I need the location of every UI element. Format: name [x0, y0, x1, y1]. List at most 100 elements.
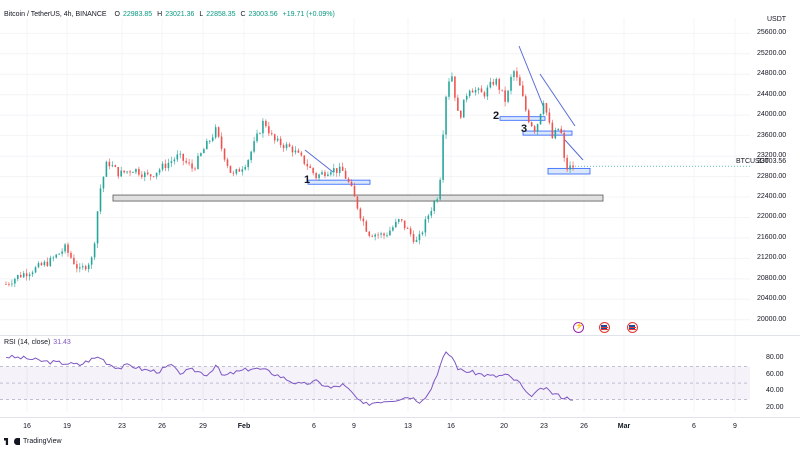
candle-body — [539, 113, 542, 125]
candle-body — [288, 144, 291, 147]
candle-body — [81, 266, 84, 268]
candle-body — [498, 79, 500, 90]
trend-line[interactable] — [304, 149, 334, 173]
candle-body — [548, 112, 551, 123]
candle-body — [356, 196, 359, 209]
annotation-label-3[interactable]: 3 — [521, 123, 528, 135]
candle-body — [164, 163, 167, 169]
candle-body — [259, 133, 261, 135]
candle-body — [173, 159, 176, 162]
pane-divider[interactable] — [0, 335, 800, 336]
candle-body — [324, 172, 326, 177]
candle-body — [545, 103, 548, 113]
candle-body — [457, 97, 459, 111]
candle-body — [188, 162, 190, 164]
candle-body — [483, 92, 486, 97]
candle-body — [279, 138, 282, 146]
price-tick-label: 22000.00 — [757, 213, 787, 221]
candle-body — [412, 234, 415, 242]
candle-body — [200, 153, 202, 156]
candle-body — [527, 110, 530, 123]
price-tick-label: 21600.00 — [757, 233, 787, 241]
candle-body — [223, 148, 226, 160]
annotation-label-1[interactable]: 1 — [304, 174, 311, 186]
price-tick-label: 24000.00 — [757, 111, 787, 119]
trend-line[interactable] — [518, 45, 545, 109]
zone-box[interactable] — [307, 179, 371, 185]
zone-box[interactable] — [522, 130, 573, 136]
candle-body — [516, 71, 518, 78]
candle-body — [341, 166, 344, 171]
candle-body — [397, 219, 400, 222]
candle-body — [276, 138, 279, 141]
candle-body — [158, 169, 161, 173]
candle-body — [28, 274, 31, 277]
zone-box[interactable] — [547, 167, 591, 175]
candle-body — [489, 81, 492, 88]
candle-body — [182, 153, 184, 161]
annotation-label-2[interactable]: 2 — [493, 110, 500, 122]
candle-body — [43, 261, 46, 266]
zone-boxes — [307, 116, 591, 185]
candle-body — [321, 172, 323, 175]
currency-label[interactable]: USDT — [767, 16, 787, 23]
candle-body — [52, 257, 55, 259]
candle-body — [149, 174, 152, 177]
candle-body — [400, 219, 403, 221]
candle-body — [454, 76, 456, 98]
candle-body — [350, 181, 353, 186]
candle-body — [551, 122, 554, 139]
candle-body — [522, 85, 524, 97]
candle-body — [49, 257, 52, 266]
candle-body — [102, 176, 105, 189]
candle-body — [167, 162, 170, 169]
change-value: +19.71 (+0.09%) — [282, 11, 335, 18]
candle-body — [530, 122, 533, 127]
candle-body — [427, 215, 430, 220]
candle-body — [368, 231, 371, 236]
candle-body — [235, 169, 238, 174]
candle-body — [474, 90, 477, 93]
zone-box[interactable] — [499, 116, 546, 121]
high-value: 23021.36 — [165, 11, 195, 18]
candle-body — [318, 174, 320, 179]
candle-body — [563, 132, 565, 158]
close-label: C — [240, 11, 246, 18]
tradingview-brand[interactable]: TradingView — [4, 438, 62, 445]
lightning-icon[interactable] — [573, 322, 584, 333]
rsi-tick-label: 80.00 — [766, 354, 784, 362]
candle-body — [220, 136, 223, 149]
candle-body — [226, 159, 229, 166]
candle-body — [211, 137, 214, 141]
candle-body — [273, 134, 276, 141]
candle-body — [572, 165, 574, 168]
candle-body — [58, 253, 60, 255]
candle-body — [560, 128, 563, 133]
symbol-title[interactable]: Bitcoin / TetherUS, 4h, BINANCE — [4, 11, 107, 18]
trend-line[interactable] — [564, 139, 584, 161]
candle-body — [117, 167, 120, 177]
us-flag-icon[interactable] — [599, 322, 610, 333]
time-tick-label: Feb — [237, 423, 251, 430]
candle-body — [333, 168, 335, 173]
candle-body — [392, 227, 394, 231]
candle-body — [79, 267, 81, 269]
candle-body — [90, 257, 93, 265]
candle-body — [185, 160, 187, 163]
symbol-header: Bitcoin / TetherUS, 4h, BINANCE O 22983.8… — [4, 11, 338, 18]
us-flag-icon[interactable] — [627, 322, 638, 333]
time-tick-label: 29 — [199, 423, 207, 430]
trend-line[interactable] — [539, 73, 576, 127]
price-tick-label: 20000.00 — [757, 315, 787, 323]
candle-body — [241, 169, 244, 172]
price-tick-label: 24400.00 — [757, 90, 787, 98]
rsi-guide-lines — [0, 366, 750, 400]
candle-body — [477, 88, 480, 91]
rsi-header[interactable]: RSI (14, close) 31.43 — [4, 339, 71, 346]
candle-body — [445, 96, 447, 135]
candle-body — [309, 166, 311, 168]
candle-body — [99, 188, 102, 212]
candle-body — [111, 165, 114, 167]
trend-lines[interactable] — [304, 45, 584, 173]
